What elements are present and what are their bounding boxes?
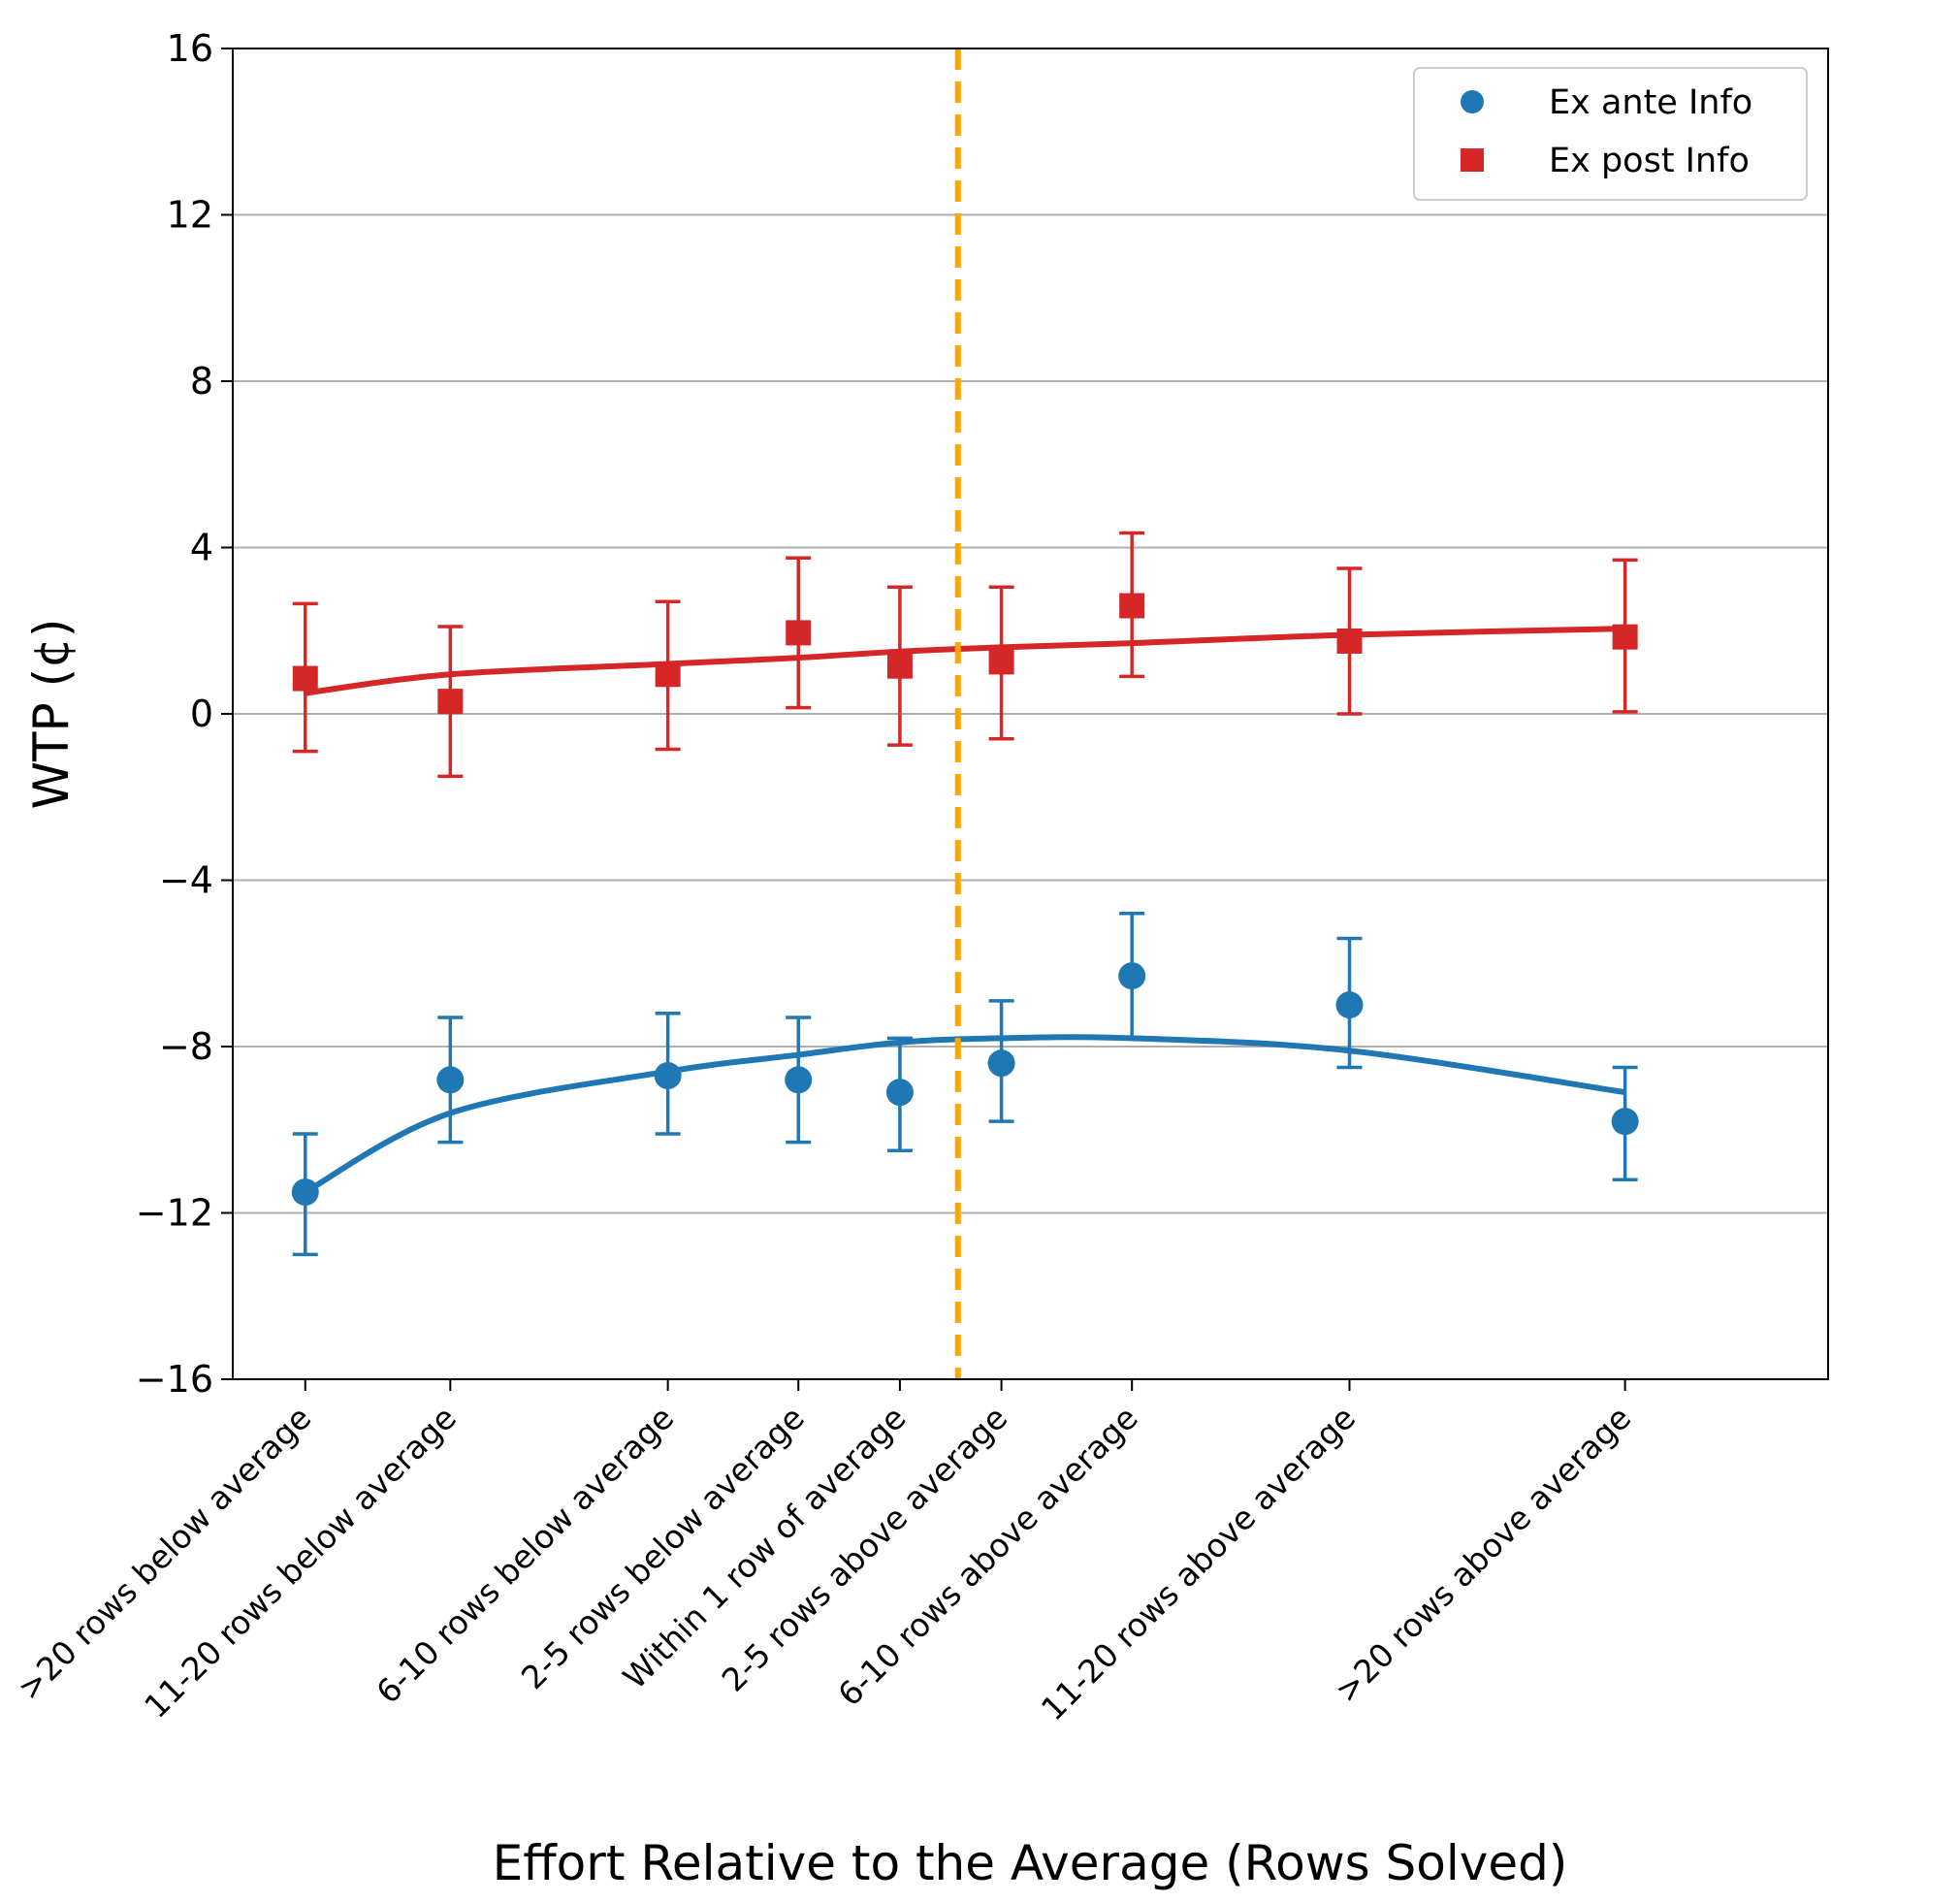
data-point <box>1118 962 1146 990</box>
data-point <box>885 1079 914 1107</box>
y-tick-label: −12 <box>136 1192 213 1235</box>
y-axis: −16 −12 −8 −4 0 4 8 12 16 <box>136 27 233 1401</box>
data-point <box>786 620 812 646</box>
x-axis-title: Effort Relative to the Average (Rows Sol… <box>493 1835 1568 1891</box>
x-tick-label: >20 rows above average <box>1328 1399 1639 1710</box>
data-points <box>291 593 1639 1207</box>
data-point <box>1611 1108 1639 1136</box>
legend-box <box>1413 67 1808 201</box>
data-point <box>1336 628 1363 654</box>
legend: Ex ante Info Ex post Info <box>1413 67 1808 201</box>
y-tick-label: 12 <box>167 194 213 237</box>
data-point <box>785 1066 813 1094</box>
data-point <box>436 1066 465 1094</box>
data-point <box>291 1178 319 1207</box>
y-tick-label: 16 <box>167 27 213 70</box>
data-point <box>886 653 913 679</box>
data-point <box>437 689 464 715</box>
y-tick-label: 4 <box>190 527 213 569</box>
y-tick-label: 0 <box>190 693 213 735</box>
data-point <box>1119 593 1145 619</box>
data-point <box>654 1062 682 1090</box>
data-point <box>988 649 1014 675</box>
legend-ex-ante-label: Ex ante Info <box>1549 83 1752 122</box>
legend-ex-ante-marker <box>1461 90 1484 113</box>
y-tick-label: −8 <box>159 1025 213 1068</box>
legend-ex-post-marker <box>1461 148 1484 172</box>
x-tick-label: >20 rows below average <box>10 1399 318 1707</box>
y-axis-title: WTP (¢) <box>23 619 80 810</box>
data-point <box>655 661 681 688</box>
data-point <box>1612 624 1638 650</box>
y-gridlines <box>233 213 1828 1214</box>
y-tick-label: 8 <box>190 360 213 403</box>
y-tick-label: −4 <box>159 859 213 902</box>
data-point <box>987 1049 1015 1078</box>
legend-ex-post-label: Ex post Info <box>1549 142 1750 180</box>
data-point <box>292 665 318 692</box>
y-tick-label: −16 <box>136 1358 213 1401</box>
data-point <box>1335 991 1364 1019</box>
